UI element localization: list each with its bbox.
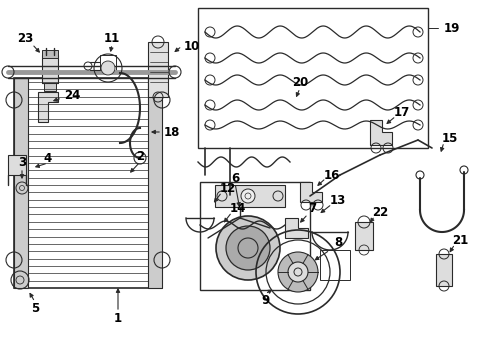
- Bar: [100, 55, 116, 71]
- Text: 19: 19: [444, 22, 460, 35]
- Bar: [44, 83, 56, 91]
- Bar: [42, 50, 58, 58]
- Bar: [436, 254, 452, 286]
- Bar: [14, 78, 28, 288]
- Bar: [200, 182, 310, 290]
- Text: 2: 2: [136, 149, 144, 162]
- Bar: [355, 222, 373, 250]
- Text: 13: 13: [330, 194, 346, 207]
- Text: 8: 8: [334, 235, 342, 248]
- Text: 14: 14: [230, 202, 246, 215]
- Bar: [198, 8, 428, 148]
- Circle shape: [241, 189, 255, 203]
- Bar: [320, 250, 350, 280]
- Circle shape: [216, 216, 280, 280]
- Bar: [14, 78, 162, 288]
- Circle shape: [101, 61, 115, 75]
- Text: 12: 12: [220, 181, 236, 194]
- Bar: [148, 42, 168, 97]
- Text: 7: 7: [308, 202, 316, 215]
- Circle shape: [278, 252, 318, 292]
- Bar: [8, 155, 26, 175]
- Text: 17: 17: [394, 105, 410, 118]
- Text: 3: 3: [18, 156, 26, 168]
- Text: 10: 10: [184, 40, 200, 53]
- Text: 6: 6: [231, 171, 239, 185]
- Circle shape: [226, 226, 270, 270]
- Bar: [148, 78, 162, 288]
- Polygon shape: [370, 120, 392, 145]
- Text: 18: 18: [164, 126, 180, 139]
- Bar: [215, 185, 285, 207]
- Text: 5: 5: [31, 302, 39, 315]
- Text: 21: 21: [452, 234, 468, 247]
- Text: 23: 23: [17, 32, 33, 45]
- Text: 16: 16: [324, 168, 340, 181]
- Text: 20: 20: [292, 76, 308, 89]
- Text: 1: 1: [114, 311, 122, 324]
- Text: 22: 22: [372, 206, 388, 219]
- Text: 15: 15: [442, 131, 458, 144]
- Bar: [42, 55, 58, 83]
- Polygon shape: [300, 182, 322, 202]
- Polygon shape: [38, 92, 58, 122]
- Circle shape: [288, 262, 308, 282]
- Text: 9: 9: [261, 293, 269, 306]
- Text: 11: 11: [104, 32, 120, 45]
- Text: 24: 24: [64, 89, 80, 102]
- Text: 4: 4: [44, 152, 52, 165]
- Polygon shape: [285, 218, 308, 238]
